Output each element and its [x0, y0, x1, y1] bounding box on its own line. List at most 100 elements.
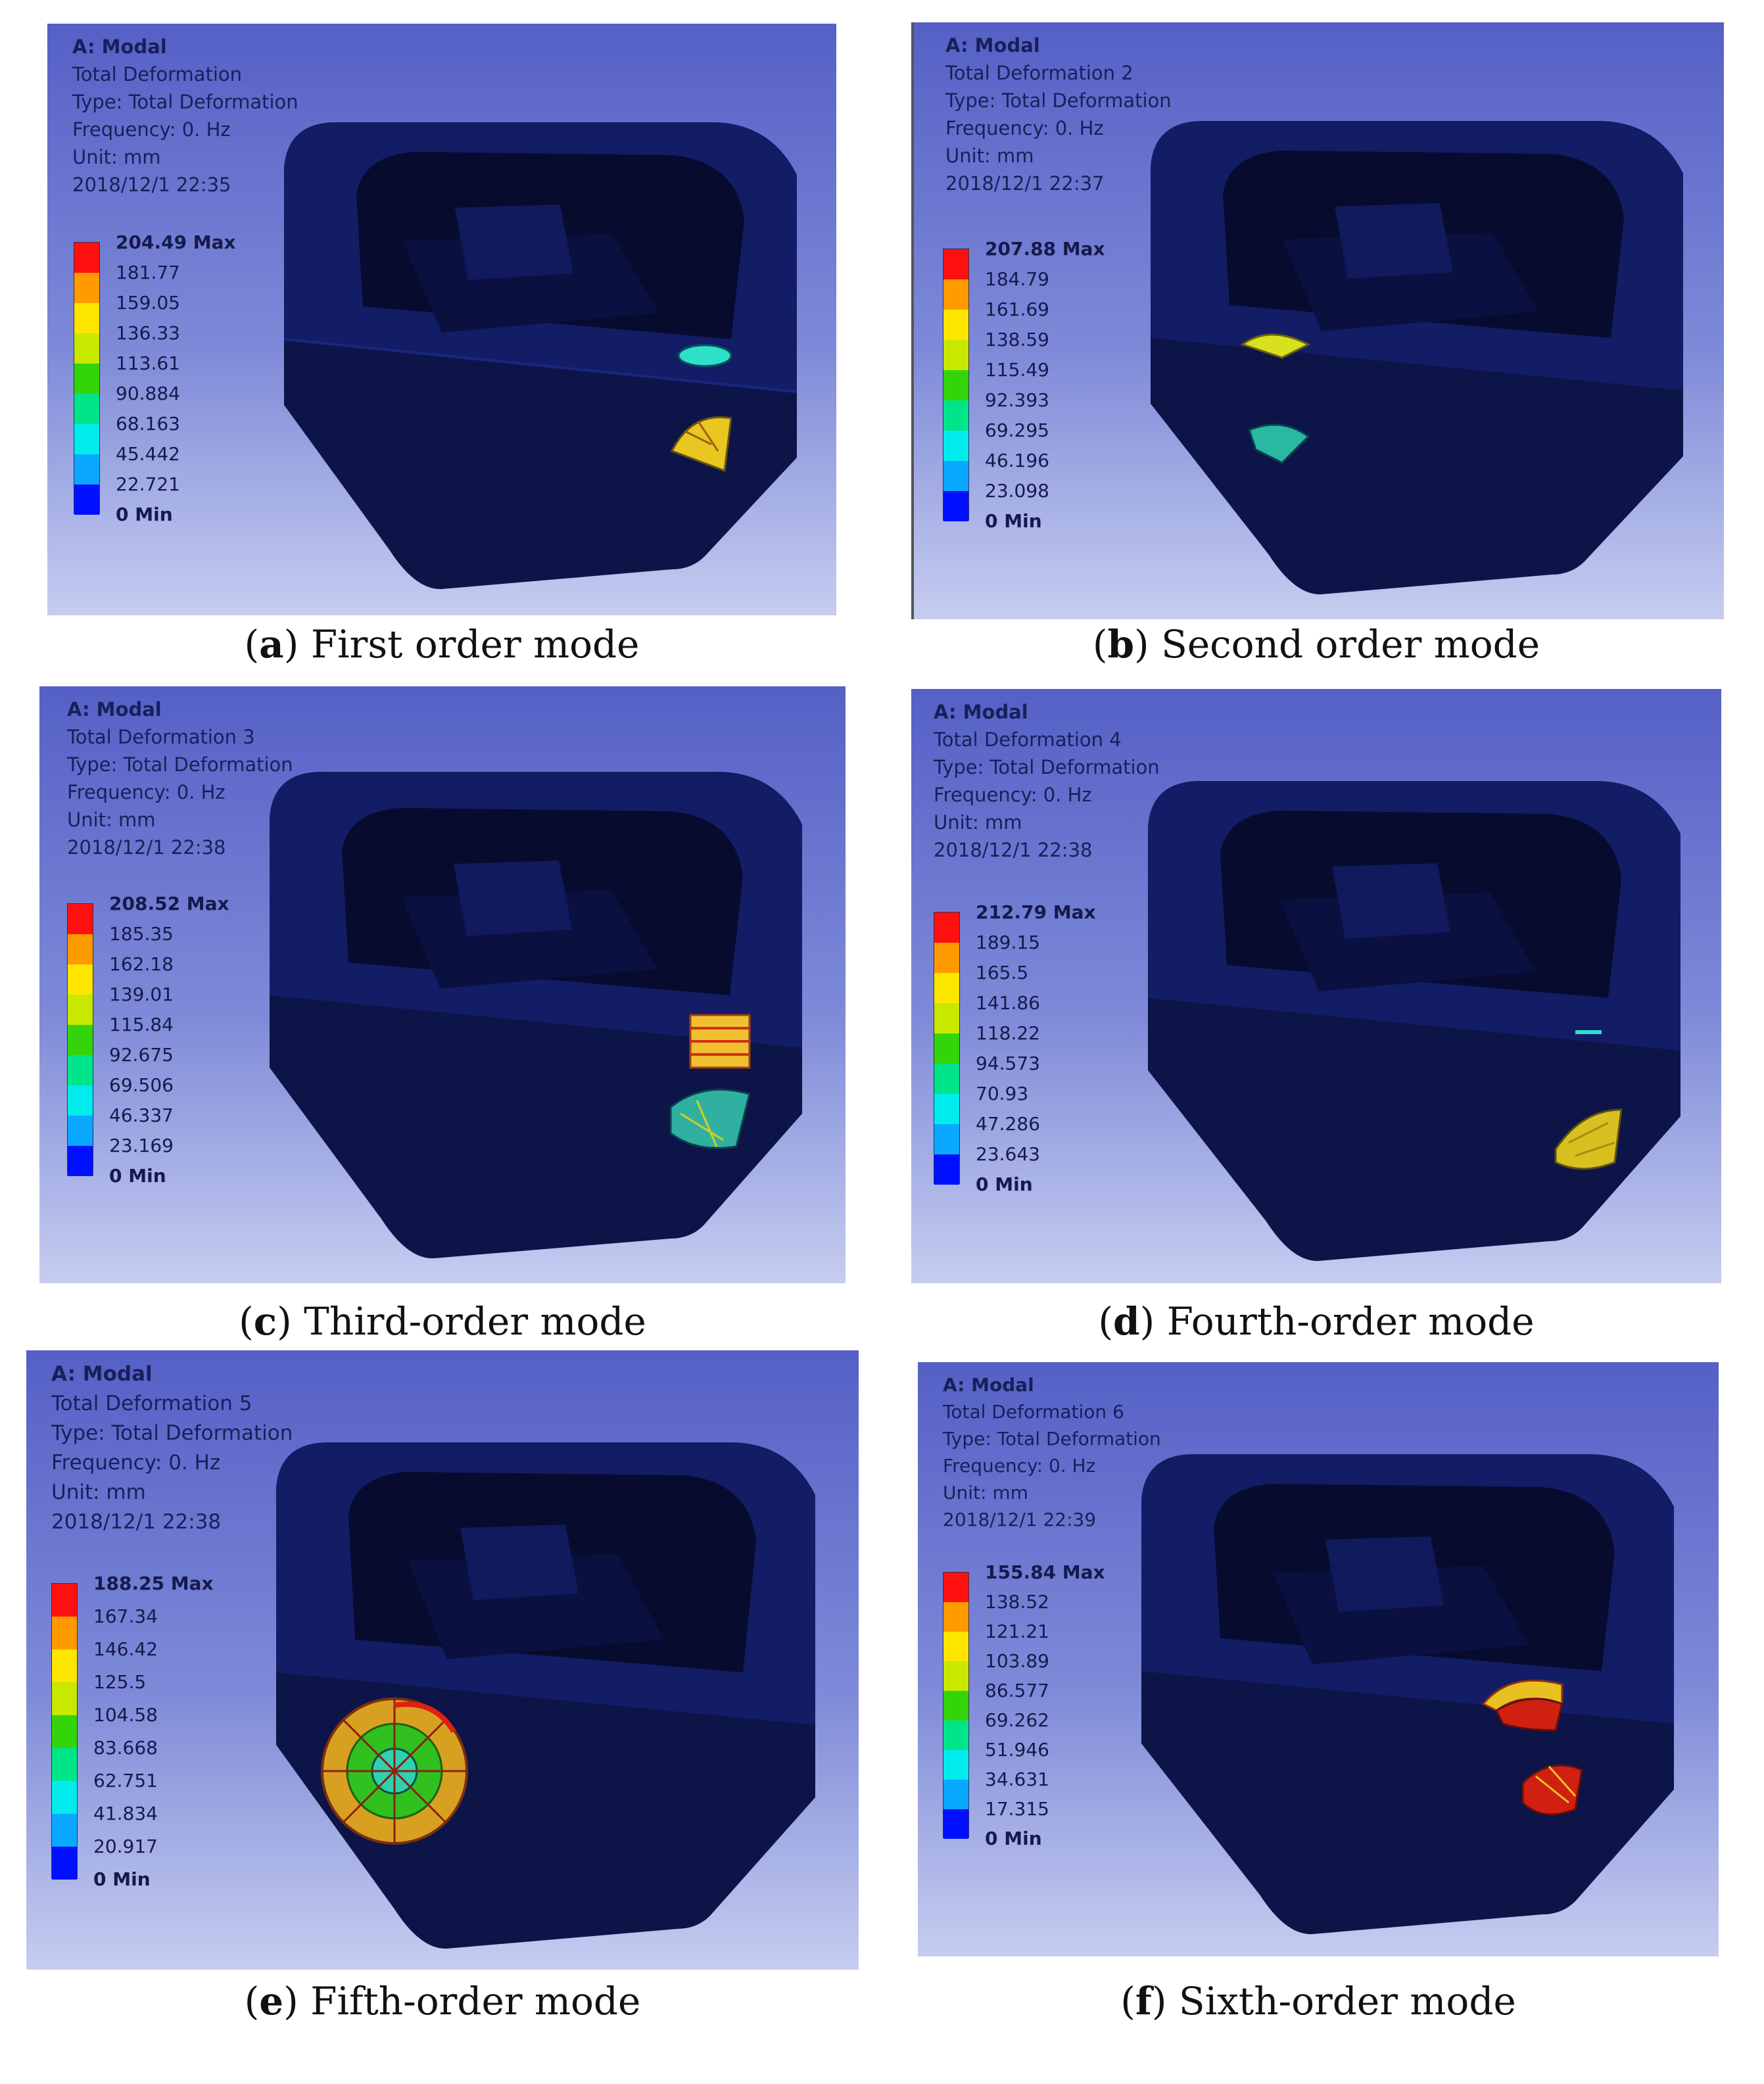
result-screenshot: A: Modal Total Deformation 5 Type: Total… — [26, 1350, 859, 1970]
legend-color-band — [943, 279, 968, 310]
info-unit: Unit: mm — [72, 146, 161, 168]
legend-color-band — [52, 1748, 77, 1781]
info-analysis: A: Modal — [72, 36, 167, 58]
legend-tick-label: 138.52 — [985, 1591, 1049, 1613]
legend-color-band — [943, 1602, 968, 1632]
legend-tick-label: 46.196 — [985, 450, 1049, 471]
legend-color-bar — [934, 912, 960, 1185]
legend-color-band — [52, 1715, 77, 1748]
legend-tick-label: 146.42 — [93, 1638, 158, 1660]
result-screenshot: A: Modal Total Deformation 2 Type: Total… — [911, 22, 1724, 619]
deformed-mesh-model — [276, 1442, 815, 1949]
info-timestamp: 2018/12/1 22:39 — [943, 1509, 1097, 1530]
deformed-mesh-model — [1148, 781, 1681, 1262]
info-type: Type: Total Deformation — [934, 756, 1160, 778]
legend-color-band — [943, 1661, 968, 1691]
panel-caption: (b) Second order mode — [1092, 622, 1540, 667]
legend-tick-label: 51.946 — [985, 1739, 1049, 1761]
info-unit: Unit: mm — [943, 1482, 1028, 1504]
info-analysis: A: Modal — [943, 1374, 1034, 1396]
legend-color-band — [943, 1720, 968, 1750]
legend-min-label: 0 Min — [93, 1868, 151, 1890]
legend-color-band — [943, 249, 968, 279]
legend-color-band — [68, 995, 93, 1025]
info-result-name: Total Deformation 4 — [934, 728, 1122, 751]
legend-color-band — [74, 424, 99, 454]
legend-tick-label: 104.58 — [93, 1704, 158, 1726]
legend-tick-label: 34.631 — [985, 1768, 1049, 1790]
info-analysis: A: Modal — [51, 1362, 153, 1386]
result-screenshot: A: Modal Total Deformation 6 Type: Total… — [918, 1362, 1719, 1956]
legend-tick-label: 159.05 — [116, 292, 180, 314]
result-info: A: Modal Total Deformation 2 Type: Total… — [945, 32, 1172, 197]
legend-tick-label: 161.69 — [985, 298, 1049, 320]
info-unit: Unit: mm — [934, 811, 1022, 834]
legend-color-band — [52, 1584, 77, 1617]
legend-color-band — [934, 973, 959, 1003]
legend-color-bar — [943, 1572, 969, 1839]
info-type: Type: Total Deformation — [67, 753, 293, 776]
legend-tick-label: 185.35 — [109, 923, 174, 945]
info-timestamp: 2018/12/1 22:35 — [72, 174, 231, 196]
legend-tick-label: 181.77 — [116, 262, 180, 283]
legend-color-band — [68, 1025, 93, 1055]
legend-color-band — [934, 1124, 959, 1154]
legend-color-band — [943, 431, 968, 461]
legend-tick-label: 141.86 — [976, 992, 1040, 1014]
legend-tick-label: 90.884 — [116, 383, 180, 404]
legend-color-band — [934, 943, 959, 973]
panel-caption: (f) Sixth-order mode — [1120, 1979, 1516, 2024]
legend-max-label: 207.88 Max — [985, 238, 1105, 260]
legend-max-label: 155.84 Max — [985, 1561, 1105, 1583]
legend-color-band — [68, 1085, 93, 1116]
legend-color-band — [68, 904, 93, 934]
legend-color-band — [68, 1055, 93, 1085]
legend-tick-label: 184.79 — [985, 268, 1049, 290]
legend-color-band — [934, 1094, 959, 1124]
caption-letter: a — [259, 622, 284, 667]
legend-color-band — [74, 454, 99, 485]
legend-tick-label: 70.93 — [976, 1083, 1029, 1104]
panel-a: A: Modal Total Deformation Type: Total D… — [47, 24, 836, 681]
legend-tick-label: 86.577 — [985, 1680, 1049, 1701]
deformed-mesh-model — [1151, 121, 1683, 595]
caption-letter: c — [253, 1299, 277, 1344]
legend-color-band — [943, 370, 968, 400]
legend-tick-label: 94.573 — [976, 1053, 1040, 1074]
legend-max-label: 188.25 Max — [93, 1573, 214, 1594]
caption-text: Fourth-order mode — [1155, 1299, 1535, 1344]
deformation-hotspot — [1240, 333, 1311, 464]
caption-letter: d — [1113, 1299, 1140, 1344]
legend-tick-label: 115.84 — [109, 1014, 174, 1035]
legend-color-band — [68, 1116, 93, 1146]
deformed-mesh-model — [1141, 1454, 1674, 1935]
legend-tick-label: 115.49 — [985, 359, 1049, 381]
caption-text: Third-order mode — [291, 1299, 646, 1344]
legend-tick-label: 138.59 — [985, 329, 1049, 350]
caption-letter: b — [1107, 622, 1135, 667]
legend-color-bar — [943, 249, 969, 521]
info-timestamp: 2018/12/1 22:38 — [51, 1510, 222, 1534]
legend-color-band — [52, 1781, 77, 1814]
legend-color-band — [68, 1146, 93, 1176]
legend-tick-label: 103.89 — [985, 1650, 1049, 1672]
legend-tick-label: 45.442 — [116, 443, 180, 465]
legend-tick-label: 47.286 — [976, 1113, 1040, 1135]
legend-tick-label: 69.262 — [985, 1709, 1049, 1731]
legend-color-band — [68, 964, 93, 995]
legend-color-band — [52, 1649, 77, 1682]
legend-tick-label: 92.675 — [109, 1044, 174, 1066]
legend-color-band — [943, 1691, 968, 1720]
result-screenshot: A: Modal Total Deformation Type: Total D… — [47, 24, 836, 615]
legend-tick-label: 162.18 — [109, 953, 174, 975]
legend-color-band — [934, 1064, 959, 1094]
legend-color-band — [52, 1617, 77, 1649]
legend-color-bar — [74, 242, 100, 515]
legend-color-band — [943, 1780, 968, 1809]
legend-color-band — [52, 1814, 77, 1847]
legend-color-band — [934, 1003, 959, 1033]
legend-tick-label: 189.15 — [976, 932, 1040, 953]
info-frequency: Frequency: 0. Hz — [72, 118, 231, 141]
info-analysis: A: Modal — [945, 34, 1040, 57]
legend-min-label: 0 Min — [985, 510, 1042, 532]
